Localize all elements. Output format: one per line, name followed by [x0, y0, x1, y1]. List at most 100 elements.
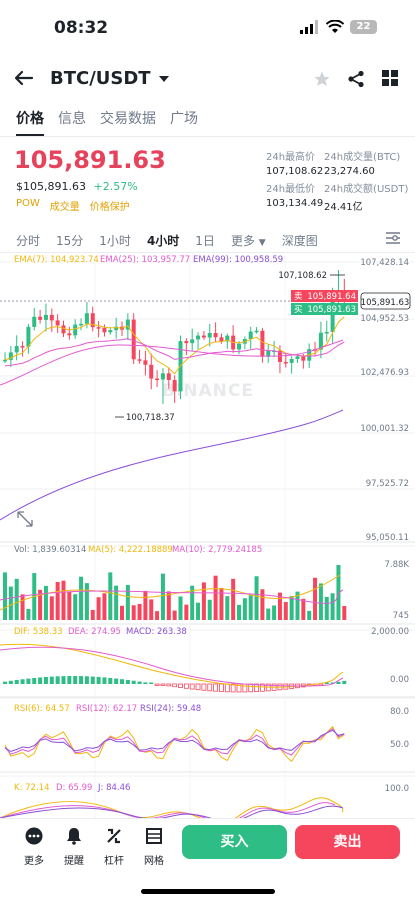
- dea-line: [0, 646, 344, 687]
- macd-histogram-bar: [26, 678, 31, 684]
- tab-price[interactable]: 价格: [16, 108, 44, 137]
- ema99-legend: EMA(99): 100,958.59: [193, 255, 283, 265]
- interval-15m[interactable]: 15分: [56, 234, 84, 248]
- volume-bar: [324, 596, 329, 620]
- tag-volume[interactable]: 成交量: [49, 202, 80, 213]
- more-dots-icon: [25, 827, 43, 845]
- volume-bar: [207, 599, 212, 620]
- candle-body: [143, 360, 148, 365]
- macd-axis-label: 2,000.00: [371, 627, 409, 637]
- interval-depth[interactable]: 深度图: [281, 234, 318, 248]
- candle-body: [14, 346, 19, 353]
- tag-pow[interactable]: POW: [16, 198, 40, 209]
- binance-watermark: BINANCE: [162, 381, 254, 401]
- sell-button[interactable]: 卖出: [295, 825, 400, 859]
- price-axis-label: 107,428.14: [360, 258, 409, 268]
- tab-square[interactable]: 广场: [170, 111, 198, 127]
- price-axis-label: 100,001.32: [360, 424, 409, 434]
- stat-low-label: 24h最低价: [266, 184, 316, 195]
- rsi12-legend: RSI(12): 62.17: [76, 704, 137, 714]
- volume-bar: [14, 578, 19, 620]
- volume-bar: [61, 580, 66, 620]
- candle-body: [184, 341, 189, 344]
- ema99-line: [0, 409, 344, 521]
- ma5-legend: MA(5): 4,222.18889: [88, 545, 173, 555]
- caret-down-icon: [158, 75, 169, 82]
- candle-body: [301, 356, 306, 361]
- candle-body: [49, 314, 54, 321]
- stat-vol-btc-label: 24h成交量(BTC): [324, 152, 401, 163]
- volume-bar: [143, 590, 148, 620]
- signal-icon: [300, 20, 318, 34]
- more-button[interactable]: 更多: [14, 827, 54, 867]
- candle-body: [55, 320, 60, 326]
- volume-legend: Vol: 1,839.60314: [14, 545, 86, 555]
- leverage-icon: [107, 828, 121, 844]
- grid-button[interactable]: 网格: [134, 827, 174, 867]
- dif-line: [0, 643, 344, 688]
- candle-body: [283, 361, 288, 364]
- macd-histogram-bar: [114, 678, 119, 684]
- candle-body: [114, 326, 119, 331]
- volume-bar: [196, 602, 201, 620]
- dif-legend: DIF: 538.33: [14, 627, 63, 637]
- chart-settings-icon[interactable]: [385, 231, 401, 245]
- interval-1d[interactable]: 1日: [195, 234, 215, 248]
- tag-price-protection[interactable]: 价格保护: [89, 202, 130, 213]
- star-icon[interactable]: [313, 70, 331, 88]
- volume-bar: [166, 591, 171, 620]
- buy-button[interactable]: 买入: [182, 825, 287, 859]
- volume-bar: [201, 582, 206, 620]
- rsi-axis-label: 80.0: [390, 707, 409, 717]
- candlestick-pane: BINANCE: [0, 270, 347, 521]
- volume-bar: [84, 583, 89, 620]
- ema7-legend: EMA(7): 104,923.74: [14, 255, 99, 265]
- interval-1h[interactable]: 1小时: [99, 234, 131, 248]
- stat-vol-btc: 24h成交量(BTC) 23,274.60: [324, 148, 400, 177]
- tab-info[interactable]: 信息: [58, 111, 86, 127]
- volume-bar: [155, 611, 160, 620]
- macd-histogram-bar: [336, 681, 341, 684]
- candle-body: [79, 323, 84, 326]
- back-arrow-icon[interactable]: [14, 70, 34, 86]
- volume-bar: [219, 588, 224, 620]
- macd-histogram-bar: [324, 682, 329, 684]
- j-line: [0, 805, 344, 818]
- interval-4h[interactable]: 4小时: [146, 234, 180, 248]
- alert-button[interactable]: 提醒: [54, 827, 94, 867]
- ask-price: 105,891.64: [307, 292, 356, 302]
- macd-legend: MACD: 263.38: [126, 627, 187, 637]
- kline-chart[interactable]: 107,428.14 104,952.53 102,476.93 100,001.32…: [0, 253, 415, 818]
- candle-body: [155, 378, 160, 381]
- interval-more[interactable]: 更多 ▼: [231, 232, 266, 249]
- macd-histogram-bar: [102, 677, 107, 684]
- candle-body: [166, 373, 171, 381]
- share-icon[interactable]: [347, 70, 365, 88]
- macd-histogram-bar: [32, 677, 37, 684]
- candle-body: [125, 319, 130, 330]
- candle-body: [219, 337, 224, 342]
- tab-trading-data[interactable]: 交易数据: [100, 111, 156, 127]
- candle-body: [190, 339, 195, 344]
- candle-body: [26, 326, 31, 347]
- pair-selector[interactable]: BTC/USDT: [50, 68, 169, 89]
- grid-menu-icon[interactable]: [382, 70, 398, 86]
- volume-bar: [336, 565, 341, 620]
- stat-low-value: 103,134.49: [266, 198, 324, 209]
- interval-time-share[interactable]: 分时: [16, 234, 41, 248]
- bid-price: 105,891.63: [307, 305, 356, 315]
- j-legend: J: 84.46: [97, 783, 130, 793]
- current-price-tag: 105,891.63: [361, 298, 410, 308]
- d-legend: D: 65.99: [56, 783, 92, 793]
- candle-body: [248, 331, 253, 340]
- candle-body: [32, 316, 37, 327]
- volume-bar: [102, 593, 107, 620]
- stat-vol-usdt: 24h成交额(USDT) 24.41亿: [324, 180, 408, 213]
- grid-bot-icon: [146, 828, 162, 844]
- leverage-button[interactable]: 杠杆: [94, 827, 134, 867]
- macd-histogram-bar: [254, 683, 259, 692]
- candle-body: [8, 352, 13, 360]
- volume-bar: [178, 596, 183, 620]
- bid-label: 买: [294, 305, 303, 315]
- candle-body: [330, 299, 335, 332]
